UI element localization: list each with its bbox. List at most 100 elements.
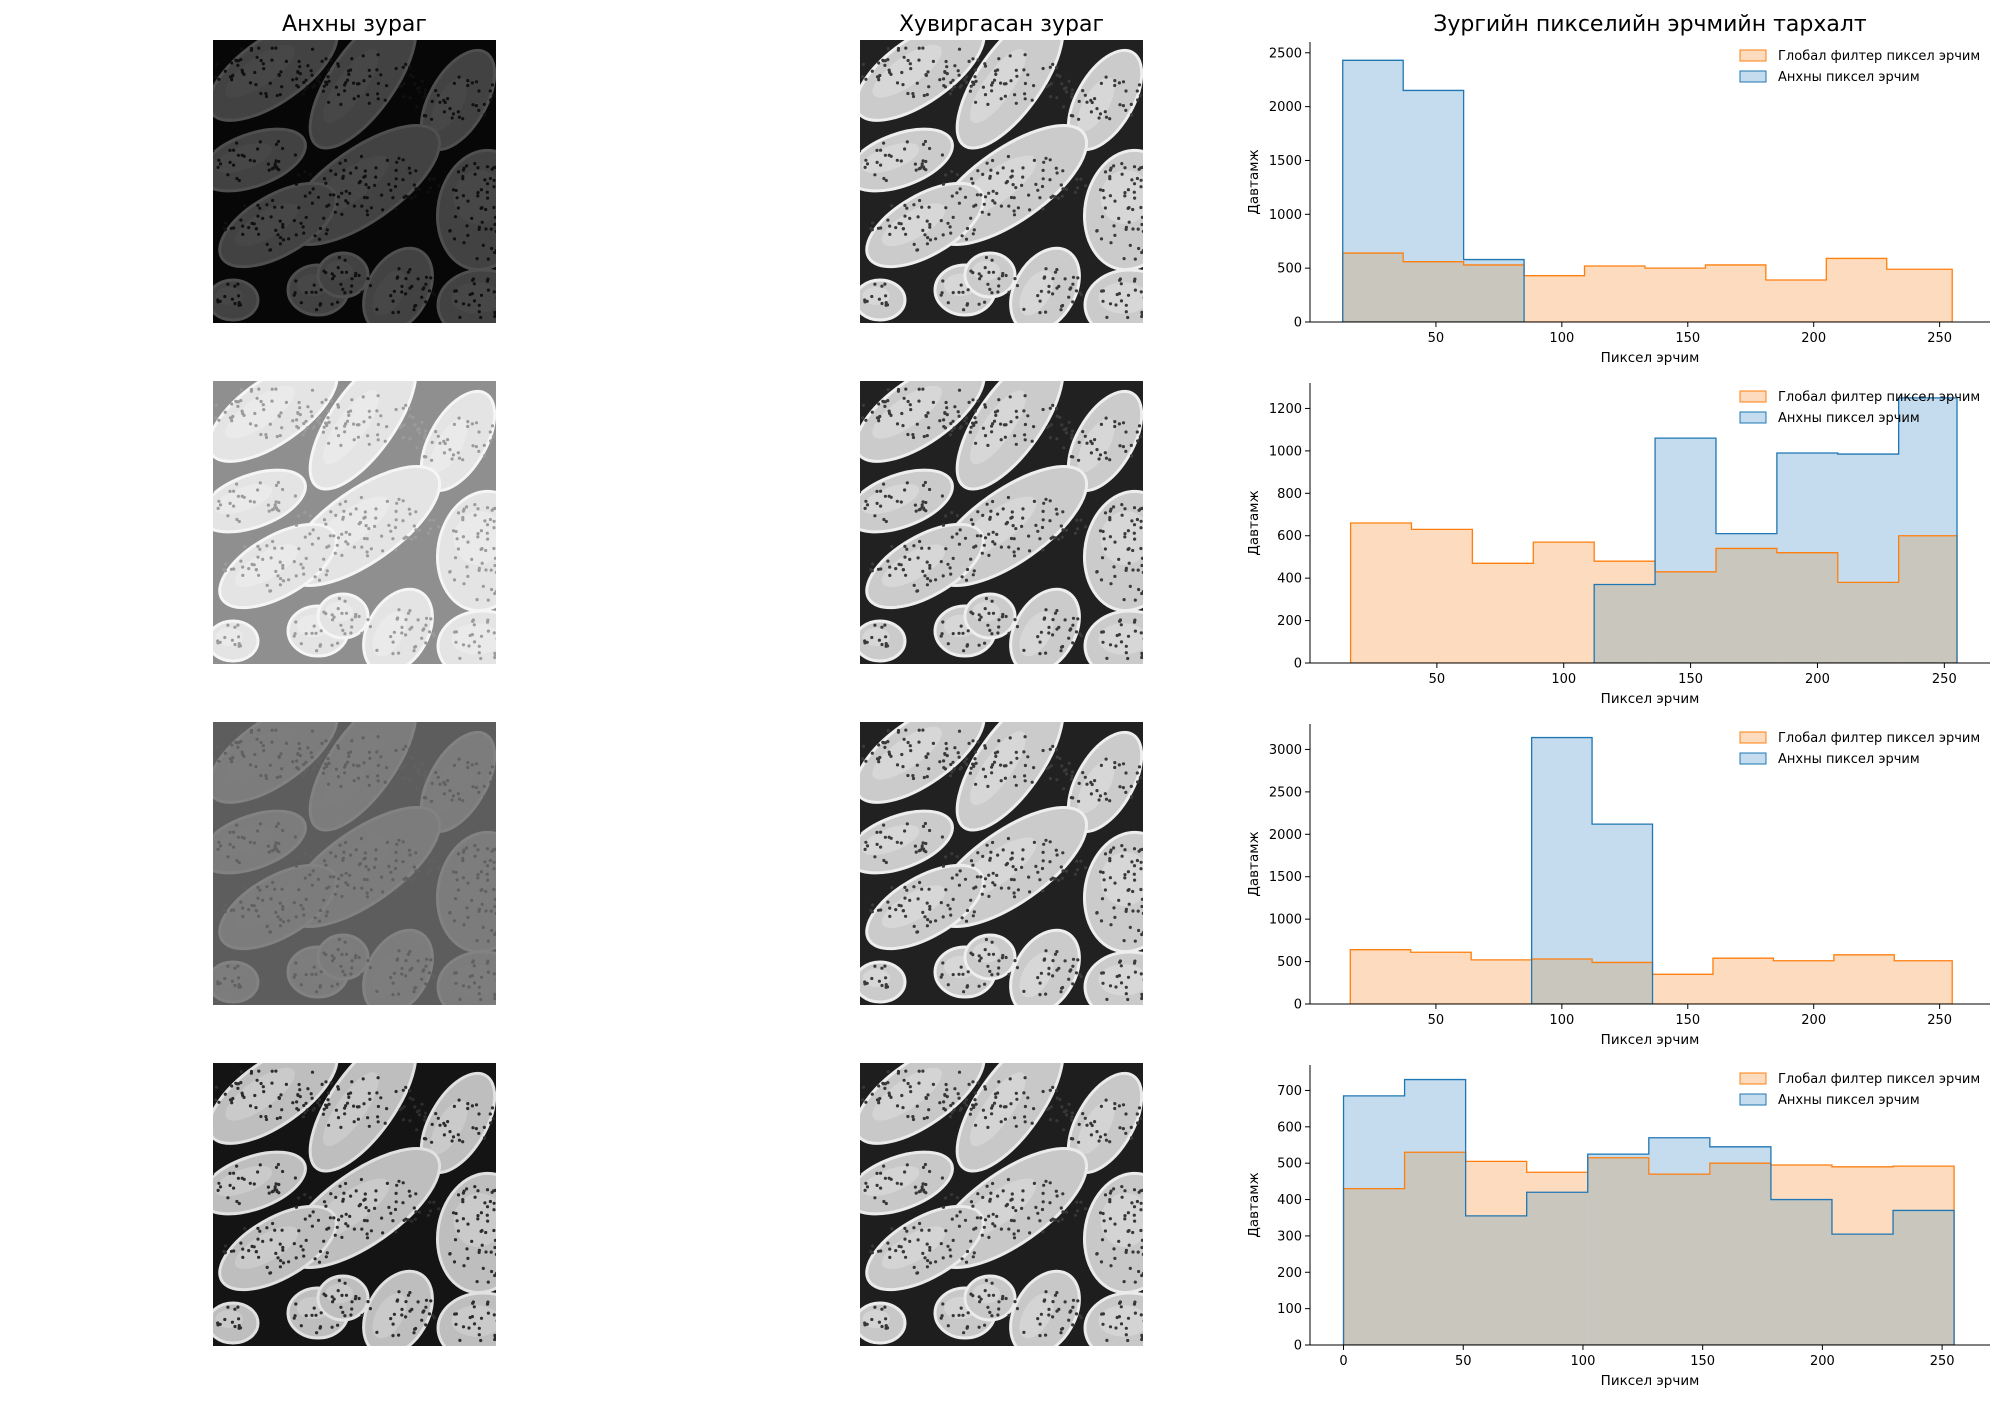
surface-dot bbox=[997, 1307, 1000, 1310]
surface-dot bbox=[1054, 271, 1057, 274]
surface-dot bbox=[1139, 435, 1142, 438]
surface-dot bbox=[368, 75, 371, 78]
surface-dot bbox=[368, 416, 371, 419]
surface-dot bbox=[1026, 755, 1029, 758]
surface-dot bbox=[1043, 1300, 1046, 1303]
surface-dot bbox=[1034, 1206, 1037, 1209]
surface-dot bbox=[313, 966, 316, 969]
surface-dot bbox=[306, 426, 309, 429]
surface-dot bbox=[1123, 1214, 1126, 1217]
surface-dot bbox=[971, 182, 974, 185]
surface-dot bbox=[957, 291, 960, 294]
surface-dot bbox=[1060, 1206, 1063, 1209]
surface-dot bbox=[458, 1339, 461, 1342]
surface-dot bbox=[324, 1205, 327, 1208]
surface-dot bbox=[330, 58, 333, 61]
surface-dot bbox=[1076, 186, 1079, 189]
surface-dot bbox=[1062, 446, 1065, 449]
surface-dot bbox=[490, 1251, 493, 1254]
surface-dot bbox=[228, 490, 231, 493]
surface-dot bbox=[996, 172, 999, 175]
surface-dot bbox=[1058, 416, 1061, 419]
surface-dot bbox=[395, 1090, 398, 1093]
surface-dot bbox=[880, 1325, 883, 1328]
surface-dot bbox=[420, 1319, 423, 1322]
surface-dot bbox=[1109, 851, 1112, 854]
surface-dot bbox=[308, 1214, 311, 1217]
surface-dot bbox=[1118, 633, 1121, 636]
surface-dot bbox=[287, 1260, 290, 1263]
surface-dot bbox=[418, 870, 421, 873]
surface-dot bbox=[967, 288, 970, 291]
surface-dot bbox=[903, 1079, 906, 1082]
surface-dot bbox=[926, 1116, 929, 1119]
surface-dot bbox=[981, 1234, 984, 1237]
surface-dot bbox=[1041, 1230, 1044, 1233]
surface-dot bbox=[896, 81, 899, 84]
surface-dot bbox=[1071, 1111, 1074, 1114]
surface-dot bbox=[1131, 568, 1134, 571]
surface-dot bbox=[414, 869, 417, 872]
surface-dot bbox=[903, 1238, 906, 1241]
surface-dot bbox=[418, 431, 421, 434]
surface-dot bbox=[1042, 169, 1045, 172]
surface-dot bbox=[967, 629, 970, 632]
surface-dot bbox=[890, 496, 893, 499]
surface-dot bbox=[336, 885, 339, 888]
surface-dot bbox=[942, 1100, 945, 1103]
surface-dot bbox=[1005, 1297, 1008, 1300]
surface-dot bbox=[985, 256, 988, 259]
surface-dot bbox=[319, 986, 322, 989]
surface-dot bbox=[1032, 766, 1035, 769]
surface-dot bbox=[1109, 535, 1112, 538]
surface-dot bbox=[970, 767, 973, 770]
surface-dot bbox=[929, 920, 932, 923]
surface-dot bbox=[960, 625, 963, 628]
surface-dot bbox=[357, 1118, 360, 1121]
surface-dot bbox=[337, 1289, 340, 1292]
surface-dot bbox=[413, 183, 416, 186]
surface-dot bbox=[906, 140, 909, 143]
surface-dot bbox=[991, 1222, 994, 1225]
surface-dot bbox=[417, 959, 420, 962]
surface-dot bbox=[942, 233, 945, 236]
surface-dot bbox=[974, 750, 977, 753]
surface-dot bbox=[1061, 1218, 1064, 1221]
surface-dot bbox=[335, 1109, 338, 1112]
surface-dot bbox=[224, 1093, 227, 1096]
surface-dot bbox=[987, 1236, 990, 1239]
surface-dot bbox=[486, 1301, 489, 1304]
surface-dot bbox=[340, 895, 343, 898]
surface-dot bbox=[1112, 565, 1115, 568]
surface-dot bbox=[344, 1104, 347, 1107]
surface-dot bbox=[1064, 618, 1067, 621]
surface-dot bbox=[428, 1312, 431, 1315]
surface-dot bbox=[1071, 796, 1074, 799]
surface-dot bbox=[1007, 496, 1010, 499]
surface-dot bbox=[990, 1112, 993, 1115]
surface-dot bbox=[425, 1299, 428, 1302]
x-axis-label: Пиксел эрчим bbox=[1601, 691, 1700, 707]
surface-dot bbox=[334, 893, 337, 896]
surface-dot bbox=[1068, 80, 1071, 83]
surface-dot bbox=[222, 1250, 225, 1253]
surface-dot bbox=[1024, 779, 1027, 782]
surface-dot bbox=[1006, 180, 1009, 183]
surface-dot bbox=[474, 173, 477, 176]
surface-dot bbox=[1049, 1089, 1052, 1092]
surface-dot bbox=[466, 916, 469, 919]
surface-dot bbox=[461, 458, 464, 461]
surface-dot bbox=[880, 1308, 883, 1311]
surface-dot bbox=[864, 841, 867, 844]
surface-dot bbox=[343, 771, 346, 774]
surface-dot bbox=[241, 574, 244, 577]
surface-dot bbox=[423, 433, 426, 436]
surface-dot bbox=[386, 500, 389, 503]
surface-dot bbox=[374, 1189, 377, 1192]
surface-dot bbox=[476, 257, 479, 260]
surface-dot bbox=[235, 177, 238, 180]
legend-filtered-label: Глобал филтер пиксел эрчим bbox=[1778, 1072, 1980, 1087]
surface-dot bbox=[1001, 613, 1004, 616]
surface-dot bbox=[923, 435, 926, 438]
surface-dot bbox=[232, 226, 235, 229]
